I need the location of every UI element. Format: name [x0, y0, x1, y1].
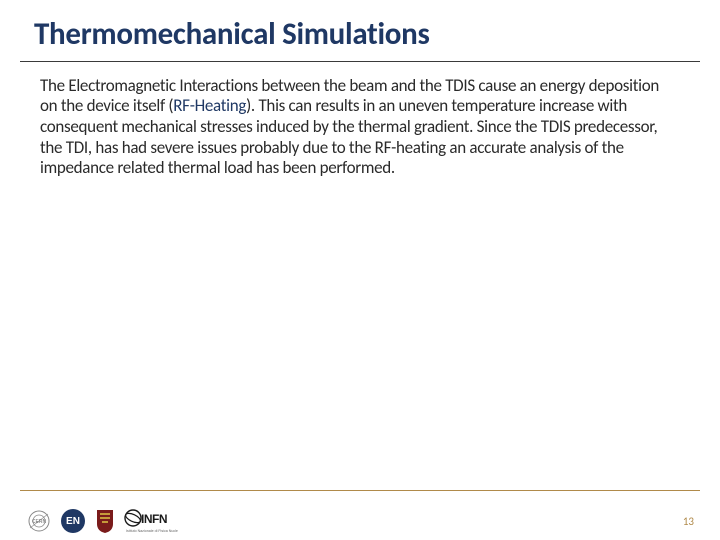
svg-text:EN: EN [66, 516, 80, 527]
body-paragraph: The Electromagnetic Interactions between… [40, 76, 676, 180]
footer: CERN EN [0, 490, 720, 540]
svg-text:Istituto Nazionale di Fisica N: Istituto Nazionale di Fisica Nucleare [126, 529, 178, 533]
en-dept-logo-icon: EN [60, 508, 86, 534]
body-emphasis: RF-Heating [173, 95, 246, 116]
svg-text:INFN: INFN [141, 512, 167, 526]
slide: Thermomechanical Simulations The Electro… [0, 0, 720, 540]
body-region: The Electromagnetic Interactions between… [0, 62, 720, 180]
title-region: Thermomechanical Simulations [0, 0, 720, 51]
footer-rule [20, 490, 700, 491]
infn-logo-icon: INFN Istituto Nazionale di Fisica Nuclea… [124, 508, 178, 534]
page-number: 13 [683, 515, 694, 528]
footer-logos: CERN EN [26, 508, 178, 534]
svg-text:CERN: CERN [32, 519, 47, 525]
sapienza-logo-icon [94, 508, 116, 534]
slide-title: Thermomechanical Simulations [34, 18, 686, 51]
cern-logo-icon: CERN [26, 508, 52, 534]
